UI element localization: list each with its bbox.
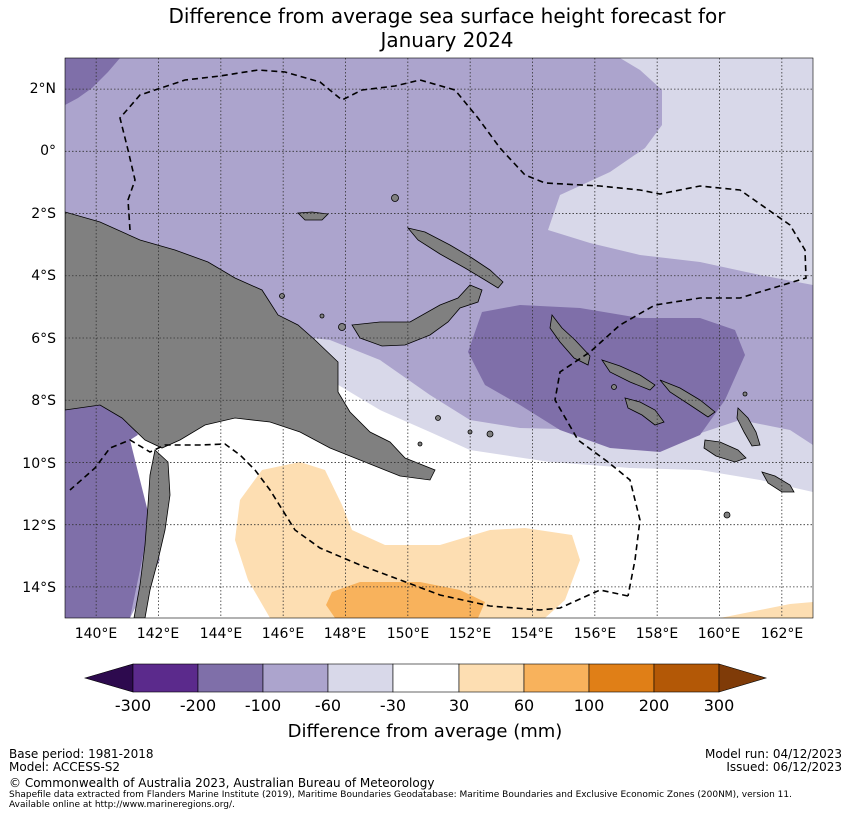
colorbar-label: Difference from average (mm)	[288, 721, 563, 742]
lon-label: 158°E	[636, 626, 679, 642]
colorbar-tick: -200	[180, 696, 216, 715]
colorbar-extend-high	[718, 663, 768, 693]
colorbar-cell	[523, 663, 590, 693]
colorbar-tick: 60	[514, 696, 534, 715]
land-islet-rennell	[723, 511, 731, 519]
land-new-ireland	[406, 227, 504, 289]
colorbar-tick: -100	[245, 696, 281, 715]
colorbar-cell	[653, 663, 720, 693]
latitude-labels: 2°N 0° 2°S 4°S 6°S 8°S 10°S 12°S 14°S	[22, 81, 56, 596]
lon-label: 156°E	[574, 626, 617, 642]
land-islet-mussau	[391, 194, 399, 202]
base-period: Base period: 1981-2018	[9, 747, 154, 761]
lat-label: 6°S	[31, 331, 56, 347]
model-name: Model: ACCESS-S2	[9, 760, 121, 774]
colorbar-tick: 300	[704, 696, 735, 715]
colorbar-tick: 200	[639, 696, 670, 715]
band-mid-orange	[326, 582, 485, 618]
land-new-britain	[351, 284, 483, 347]
land-guadalcanal	[703, 439, 747, 463]
shapefile-credit-1: Shapefile data extracted from Flanders M…	[9, 790, 792, 800]
land-islet-ontong	[742, 391, 748, 397]
issued-date: Issued: 06/12/2023	[726, 760, 842, 774]
colorbar-tick: 30	[449, 696, 469, 715]
land-makira	[761, 471, 795, 493]
graticule	[65, 58, 813, 618]
colorbar-tick: 100	[574, 696, 605, 715]
lon-label: 142°E	[137, 626, 180, 642]
band-dark-southwest	[65, 380, 150, 618]
title-line-2: January 2024	[380, 28, 514, 52]
lon-label: 160°E	[698, 626, 741, 642]
colorbar-tick: -30	[380, 696, 406, 715]
lon-label: 148°E	[324, 626, 367, 642]
colorbar-cell	[458, 663, 525, 693]
eez-boundaries	[69, 69, 807, 611]
map-panel	[65, 58, 813, 618]
band-pale-orange-large	[235, 462, 580, 618]
land-new-georgia	[624, 397, 665, 426]
title-line-1: Difference from average sea surface heig…	[168, 4, 726, 28]
colorbar-cell	[392, 663, 460, 693]
longitude-labels: 140°E 142°E 144°E 146°E 148°E 150°E 152°…	[75, 626, 804, 642]
band-pale-orange-southeast	[720, 602, 813, 618]
land-islet-trobriand	[435, 415, 441, 421]
eez-boundary-png-north	[119, 69, 807, 597]
land-choiseul	[601, 359, 656, 391]
lat-label: 12°S	[22, 518, 56, 534]
colorbar	[83, 663, 768, 693]
copyright-text: © Commonwealth of Australia 2023, Austra…	[9, 776, 435, 790]
land-islet-karkar	[279, 293, 285, 299]
colorbar-ticks: -300 -200 -100 -60 -30 30 60 100 200 300	[115, 696, 734, 715]
lat-label: 4°S	[31, 268, 56, 284]
band-dark-solomon	[468, 305, 745, 452]
lat-label: 14°S	[22, 580, 56, 596]
lon-label: 144°E	[200, 626, 243, 642]
colorbar-extend-low	[83, 663, 134, 693]
eez-boundary-png-south	[69, 439, 629, 611]
colorbar-cell	[262, 663, 329, 693]
colorbar-cell	[197, 663, 264, 693]
land-malaita	[736, 407, 761, 447]
lon-label: 150°E	[387, 626, 430, 642]
map-title: Difference from average sea surface heig…	[0, 4, 850, 52]
lon-label: 162°E	[761, 626, 804, 642]
land-islet-umboi	[338, 323, 346, 331]
lon-label: 146°E	[262, 626, 305, 642]
lon-label: 154°E	[511, 626, 554, 642]
land-new-guinea	[65, 211, 436, 481]
land-islet-dentrecasteaux	[417, 441, 423, 447]
band-light-northeast	[548, 58, 813, 285]
map-frame	[64, 57, 814, 619]
land-cape-york	[133, 449, 171, 618]
shapefile-credit-2: Available online at http://www.marinereg…	[9, 800, 235, 810]
colorbar-tick: -300	[115, 696, 151, 715]
model-run: Model run: 04/12/2023	[704, 747, 842, 761]
lat-label: 8°S	[31, 393, 56, 409]
colorbar-cell	[132, 663, 199, 693]
land-bougainville	[549, 314, 591, 366]
land-santa-isabel	[659, 379, 716, 418]
lat-label: 2°S	[31, 206, 56, 222]
land-islet-woodlark	[486, 430, 494, 438]
land-islet-shortland	[611, 384, 617, 390]
lat-label: 10°S	[22, 456, 56, 472]
colorbar-cell	[588, 663, 655, 693]
lon-label: 152°E	[449, 626, 492, 642]
colorbar-tick: -60	[315, 696, 341, 715]
lat-label: 2°N	[30, 81, 56, 97]
land-islet-long	[319, 313, 325, 319]
land-manus	[297, 211, 329, 221]
colorbar-cell	[327, 663, 394, 693]
lon-label: 140°E	[75, 626, 118, 642]
band-dark-northwest	[65, 58, 120, 105]
lat-label: 0°	[40, 143, 56, 159]
